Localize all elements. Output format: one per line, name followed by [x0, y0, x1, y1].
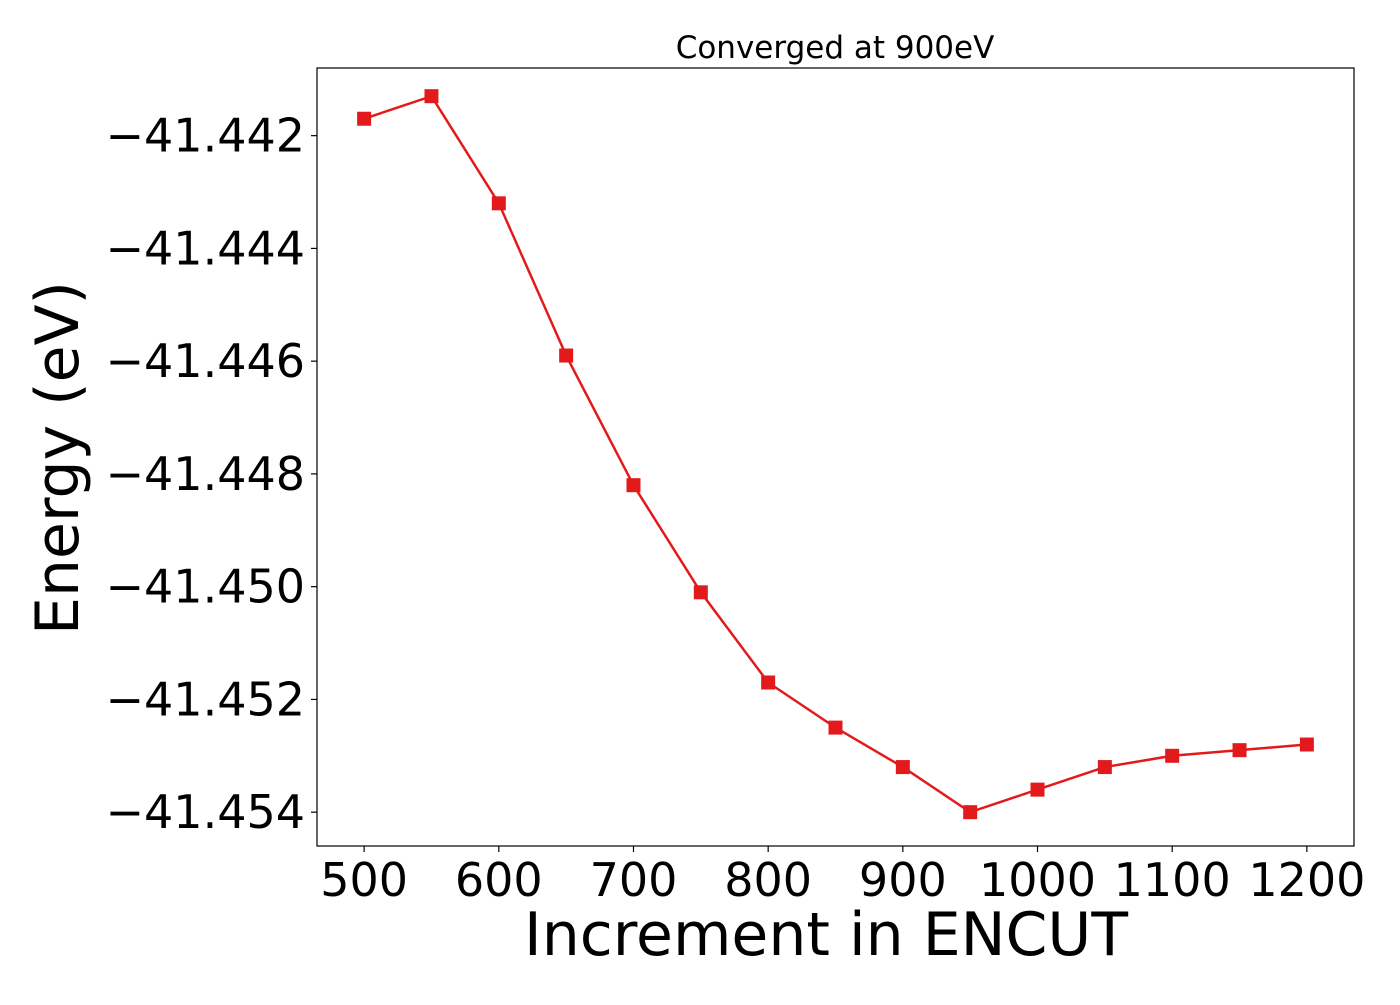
data-point-marker	[1232, 743, 1247, 758]
data-point-marker	[1097, 760, 1112, 775]
data-point-marker	[424, 89, 439, 104]
data-point-marker	[626, 478, 641, 493]
y-tick-label: −41.444	[106, 221, 306, 275]
y-tick-label: −41.446	[106, 334, 306, 388]
chart-title: Converged at 900eV	[676, 30, 995, 66]
x-tick-label: 800	[724, 853, 812, 907]
y-tick-label: −41.450	[106, 560, 306, 614]
data-point-marker	[828, 720, 843, 735]
data-point-marker	[559, 348, 574, 363]
series-group	[357, 89, 1314, 820]
x-axis-ticks: 500 600 700 800 900 1000 1100 1200	[320, 846, 1365, 907]
data-point-marker	[693, 585, 708, 600]
data-point-marker	[491, 196, 506, 211]
x-tick-label: 900	[859, 853, 947, 907]
y-tick-label: −41.442	[106, 109, 306, 163]
plot-area-frame	[316, 67, 1355, 847]
data-point-marker	[1165, 748, 1180, 763]
x-tick-label: 1100	[1114, 853, 1231, 907]
data-point-marker	[1030, 782, 1045, 797]
y-tick-label: −41.448	[106, 447, 306, 501]
x-tick-label: 1200	[1248, 853, 1365, 907]
data-point-marker	[895, 760, 910, 775]
data-point-marker	[761, 675, 776, 690]
x-tick-label: 600	[455, 853, 543, 907]
x-axis-label: Increment in ENCUT	[524, 900, 1128, 970]
y-axis-label: Energy (eV)	[23, 281, 93, 635]
y-tick-label: −41.454	[106, 785, 306, 839]
x-tick-label: 500	[320, 853, 408, 907]
data-point-marker	[963, 805, 978, 820]
data-point-marker	[1299, 737, 1314, 752]
x-tick-label: 1000	[979, 853, 1096, 907]
data-point-marker	[357, 111, 372, 126]
y-axis-ticks: −41.442 −41.444 −41.446 −41.448 −41.450 −41.4…	[106, 109, 317, 839]
x-tick-label: 700	[590, 853, 678, 907]
y-tick-label: −41.452	[106, 672, 306, 726]
